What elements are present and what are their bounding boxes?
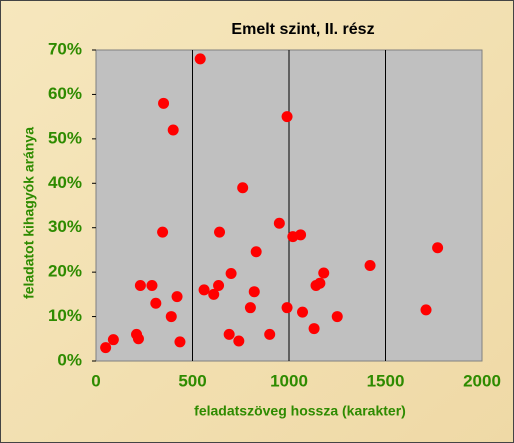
point xyxy=(150,297,162,309)
point xyxy=(364,259,376,271)
point xyxy=(213,279,225,291)
point xyxy=(194,53,206,65)
point xyxy=(208,288,220,300)
point xyxy=(198,284,210,296)
point xyxy=(100,342,112,354)
point xyxy=(174,336,186,348)
point xyxy=(331,311,343,323)
point xyxy=(420,304,432,316)
point xyxy=(107,334,119,346)
point xyxy=(132,333,144,345)
x-tick-label: 500 xyxy=(178,371,206,390)
y-tick-label: 0% xyxy=(57,350,82,369)
y-tick-label: 60% xyxy=(48,84,82,103)
point xyxy=(432,242,444,254)
y-tick-label: 40% xyxy=(48,173,82,192)
point xyxy=(250,246,262,258)
point xyxy=(223,328,235,340)
x-axis-label: feladatszöveg hossza (karakter) xyxy=(194,403,406,419)
point xyxy=(214,226,226,238)
y-axis-label: feladatot kihagyók aránya xyxy=(21,127,37,299)
y-tick-label: 70% xyxy=(48,39,82,58)
point xyxy=(167,124,179,136)
point xyxy=(157,226,169,238)
chart-title: Emelt szint, II. rész xyxy=(231,21,374,38)
x-tick-label: 1500 xyxy=(367,371,405,390)
y-tick-label: 50% xyxy=(48,128,82,147)
point xyxy=(244,302,256,314)
point xyxy=(318,267,330,279)
point xyxy=(233,335,245,347)
x-tick-label: 2000 xyxy=(463,371,501,390)
point xyxy=(146,279,158,291)
x-tick-label: 1000 xyxy=(270,371,308,390)
point xyxy=(225,267,237,279)
y-tick-label: 30% xyxy=(48,217,82,236)
point xyxy=(308,323,320,335)
point xyxy=(134,279,146,291)
y-tick-label: 20% xyxy=(48,262,82,281)
point xyxy=(281,111,293,123)
point xyxy=(264,328,276,340)
point xyxy=(273,217,285,229)
y-tick-label: 10% xyxy=(48,306,82,325)
point xyxy=(171,291,183,303)
point xyxy=(165,311,177,323)
point xyxy=(297,306,309,318)
point xyxy=(281,302,293,314)
point xyxy=(314,277,326,289)
point xyxy=(158,97,170,109)
point xyxy=(237,182,249,194)
point xyxy=(295,229,307,241)
point xyxy=(248,286,260,298)
x-tick-label: 0 xyxy=(91,371,100,390)
